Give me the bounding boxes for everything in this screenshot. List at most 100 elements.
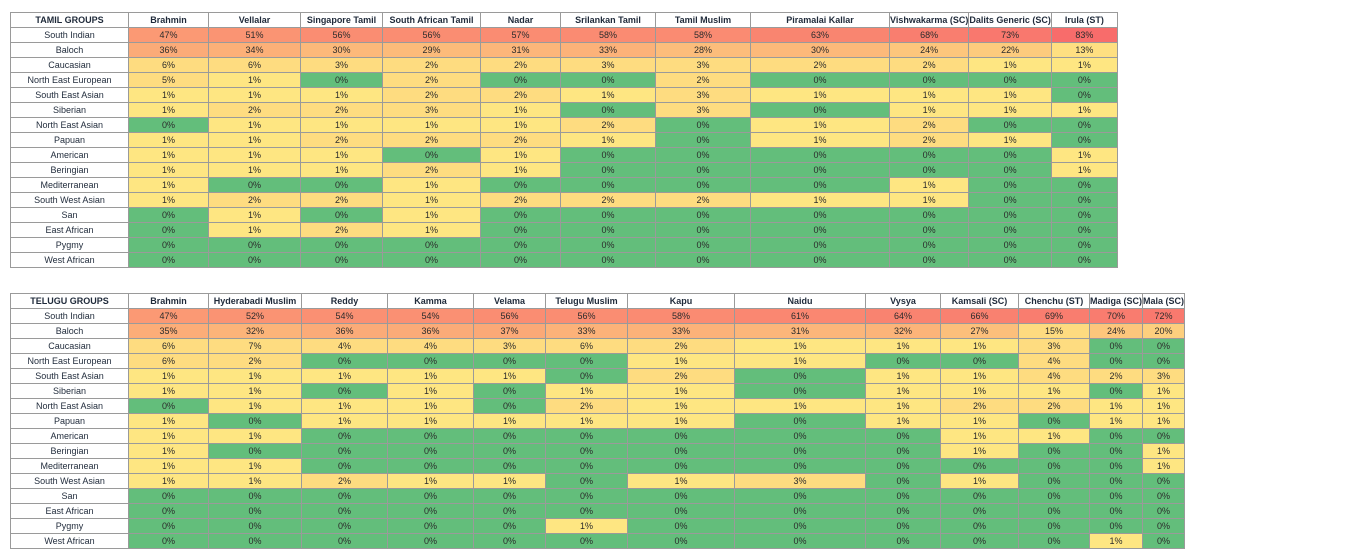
value-cell: 0% [627,428,735,444]
value-cell: 2% [382,57,481,73]
value-cell: 0% [734,533,866,549]
value-cell: 0% [387,428,474,444]
value-cell: 22% [968,42,1052,58]
column-header: Kamsali (SC) [940,293,1019,309]
value-cell: 0% [300,207,383,223]
column-header: South African Tamil [382,12,481,28]
value-cell: 2% [300,132,383,148]
value-cell: 0% [734,503,866,519]
value-cell: 0% [655,177,751,193]
value-cell: 1% [208,87,301,103]
tamil-title: TAMIL GROUPS [10,12,129,28]
value-cell: 2% [480,132,561,148]
value-cell: 1% [968,132,1052,148]
value-cell: 7% [208,338,302,354]
value-cell: 0% [888,162,970,178]
value-cell: 0% [128,488,209,504]
value-cell: 4% [1018,368,1090,384]
row-label: North East Asian [10,117,129,133]
value-cell: 36% [301,323,388,339]
table-row: South East Asian 1% 1% 1% 1% 1% 0% 2% 0% 1% 1% 4% 2%… [10,368,1186,384]
value-cell: 30% [300,42,383,58]
value-cell: 1% [382,192,481,208]
value-cell: 0% [734,488,866,504]
value-cell: 1% [208,473,302,489]
value-cell: 0% [888,207,970,223]
value-cell: 1% [300,147,383,163]
value-cell: 0% [940,503,1019,519]
value-cell: 0% [1088,353,1144,369]
value-cell: 0% [865,473,941,489]
value-cell: 0% [128,503,209,519]
value-cell: 0% [208,413,302,429]
value-cell: 2% [300,222,383,238]
value-cell: 1% [627,473,735,489]
value-cell: 0% [560,252,656,268]
column-header: Hyderabadi Muslim [208,293,302,309]
value-cell: 0% [888,252,970,268]
value-cell: 2% [655,192,751,208]
value-cell: 0% [560,177,656,193]
value-cell: 0% [865,533,941,549]
value-cell: 0% [545,458,628,474]
value-cell: 1% [1088,398,1144,414]
value-cell: 0% [1142,503,1186,519]
value-cell: 32% [208,323,302,339]
value-cell: 3% [655,57,751,73]
value-cell: 2% [888,57,970,73]
row-label: Caucasian [10,338,129,354]
column-header: Dalits Generic (SC) [968,12,1052,28]
value-cell: 0% [1142,488,1186,504]
value-cell: 1% [300,162,383,178]
value-cell: 0% [627,518,735,534]
value-cell: 2% [1018,398,1090,414]
value-cell: 0% [128,237,209,253]
value-cell: 1% [208,147,301,163]
value-cell: 0% [480,207,561,223]
table-row: San 0% 1% 0% 1% 0% 0% 0% 0% 0% 0% 0% [10,207,1118,223]
table-row: Mediterranean 1% 1% 0% 0% 0% 0% 0% 0% 0% 0% 0% 0% 1% [10,458,1186,474]
value-cell: 2% [208,102,301,118]
row-label: Baloch [10,323,129,339]
value-cell: 1% [128,443,209,459]
value-cell: 27% [940,323,1019,339]
value-cell: 15% [1018,323,1090,339]
value-cell: 64% [865,308,941,324]
value-cell: 1% [545,383,628,399]
value-cell: 6% [128,338,209,354]
value-cell: 2% [888,117,970,133]
value-cell: 1% [734,398,866,414]
value-cell: 0% [480,237,561,253]
table-row: Baloch 36% 34% 30% 29% 31% 33% 28% 30% 24% 22% 13% [10,42,1118,58]
value-cell: 0% [545,488,628,504]
value-cell: 0% [473,443,546,459]
row-label: Baloch [10,42,129,58]
value-cell: 1% [387,368,474,384]
value-cell: 1% [750,87,890,103]
value-cell: 54% [301,308,388,324]
value-cell: 0% [888,222,970,238]
column-header: Vellalar [208,12,301,28]
value-cell: 83% [1050,27,1118,43]
value-cell: 0% [750,72,890,88]
value-cell: 1% [480,102,561,118]
value-cell: 28% [655,42,751,58]
column-header: Reddy [301,293,388,309]
value-cell: 0% [545,353,628,369]
value-cell: 1% [734,353,866,369]
value-cell: 0% [627,488,735,504]
value-cell: 0% [655,147,751,163]
value-cell: 0% [627,443,735,459]
value-cell: 0% [627,533,735,549]
value-cell: 0% [888,237,970,253]
value-cell: 2% [560,192,656,208]
column-header: Kapu [627,293,735,309]
table-row: Caucasian 6% 6% 3% 2% 2% 3% 3% 2% 2% 1% 1% [10,57,1118,73]
value-cell: 1% [1142,458,1186,474]
value-cell: 2% [560,117,656,133]
value-cell: 1% [968,57,1052,73]
value-cell: 0% [940,488,1019,504]
value-cell: 0% [750,162,890,178]
value-cell: 1% [560,132,656,148]
row-label: Pygmy [10,237,129,253]
